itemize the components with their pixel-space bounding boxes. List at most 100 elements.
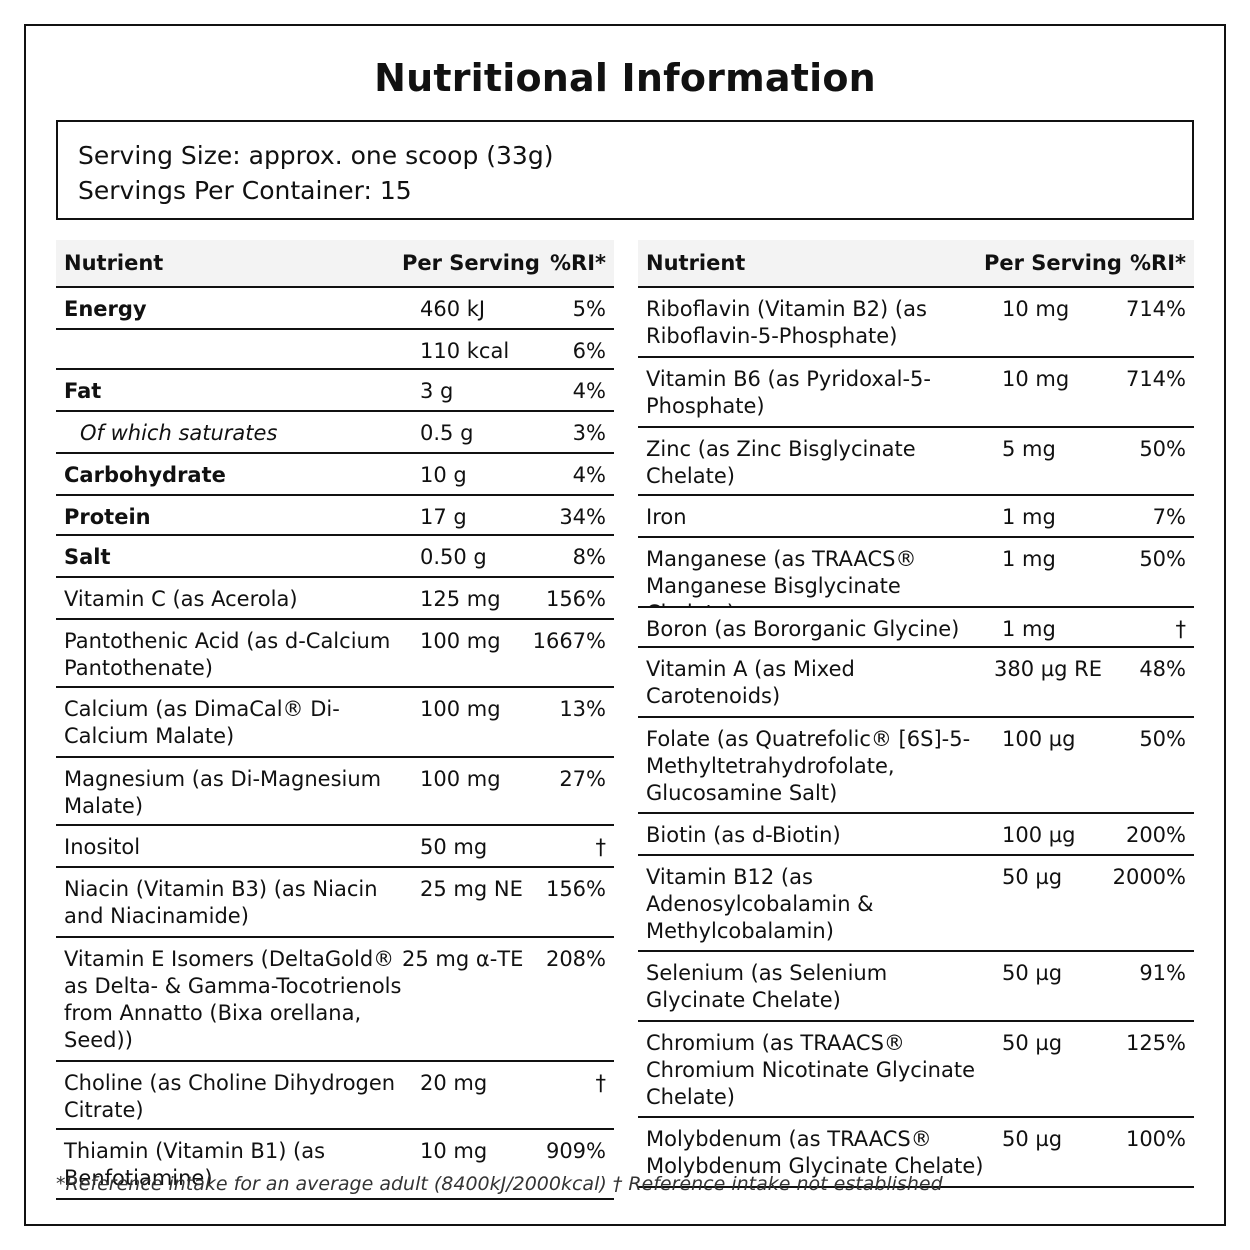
nutrient-ri: 714% [1125,367,1186,391]
table-row: Vitamin B6 (as Pyridoxal-5-Phosphate) 10… [638,358,1194,428]
serving-box: Serving Size: approx. one scoop (33g) Se… [56,120,1194,220]
nutrient-ri: † [595,1071,607,1095]
table-row: Zinc (as Zinc Bisglycinate Chelate) 5 mg… [638,428,1194,496]
table-row: Thiamin (Vitamin B1) (as Benfotiamine) 1… [56,1130,614,1200]
nutrient-per-serving: 100 mg [420,629,501,653]
nutrient-per-serving: 110 kcal [420,339,510,363]
nutrient-name: Manganese (as TRAACS® Manganese Bisglyci… [646,547,917,606]
nutrient-per-serving: 1 mg [1002,547,1056,571]
table-row: Biotin (as d-Biotin) 100 µg 200% [638,814,1194,856]
nutrient-per-serving: 1 mg [1002,617,1056,641]
nutrient-name: Zinc (as Zinc Bisglycinate Chelate) [646,437,916,488]
nutrient-ri: 91% [1139,961,1186,985]
nutrient-per-serving: 10 g [420,463,467,487]
nutrient-ri: 50% [1139,547,1186,571]
table-row: Magnesium (as Di-Magnesium Malate) 100 m… [56,758,614,826]
nutrient-per-serving: 0.5 g [420,421,474,445]
nutrient-per-serving: 10 mg [420,1139,488,1163]
nutrient-ri: 27% [559,767,606,791]
nutrient-per-serving: 460 kJ [420,297,486,321]
nutrient-ri: 5% [572,297,606,321]
nutrient-per-serving: 100 mg [420,697,501,721]
nutrient-name: Biotin (as d-Biotin) [646,823,841,847]
table-row: Molybdenum (as TRAACS® Molybdenum Glycin… [638,1118,1194,1188]
nutrient-name: Vitamin B6 (as Pyridoxal-5-Phosphate) [646,367,931,418]
nutrient-ri: 7% [1152,505,1186,529]
nutrient-name: Vitamin C (as Acerola) [64,587,298,611]
nutrient-ri: 50% [1139,437,1186,461]
nutrient-name: Vitamin E Isomers (DeltaGold® as Delta- … [64,947,402,1052]
table-row: Carbohydrate 10 g 4% [56,454,614,496]
nutrient-name: Selenium (as Selenium Glycinate Chelate) [646,961,888,1012]
nutrient-ri: 714% [1125,297,1186,321]
nutrient-name: Vitamin B12 (as Adenosylcobalamin & Meth… [646,865,874,943]
table-row: Boron (as Bororganic Glycine) 1 mg † [638,608,1194,648]
nutrient-table-right: Nutrient Per Serving %RI* Riboflavin (Vi… [638,240,1194,1188]
nutrient-name: Niacin (Vitamin B3) (as Niacin and Niaci… [64,877,378,928]
nutrient-name: Fat [64,379,102,403]
serving-size: Serving Size: approx. one scoop (33g) [78,141,554,170]
nutrient-ri: † [595,835,607,859]
table-row: Iron 1 mg 7% [638,496,1194,538]
nutrient-name: Protein [64,505,151,529]
table-row: Salt 0.50 g 8% [56,536,614,578]
table-row: Vitamin A (as Mixed Carotenoids) 380 µg … [638,648,1194,718]
nutrient-per-serving: 5 mg [1002,437,1056,461]
nutrient-ri: 4% [572,379,606,403]
table-row: Pantothenic Acid (as d-Calcium Pantothen… [56,620,614,688]
table-row: Riboflavin (Vitamin B2) (as Riboflavin-5… [638,288,1194,358]
table-row: Vitamin E Isomers (DeltaGold® as Delta- … [56,938,614,1062]
nutrient-name: Molybdenum (as TRAACS® Molybdenum Glycin… [646,1127,984,1178]
nutrient-ri: 3% [572,421,606,445]
table-row: Chromium (as TRAACS® Chromium Nicotinate… [638,1022,1194,1118]
nutrient-name: Vitamin A (as Mixed Carotenoids) [646,657,855,708]
nutrient-ri: 8% [572,545,606,569]
nutrient-per-serving: 1 mg [1002,505,1056,529]
nutrient-ri: 1667% [532,629,606,653]
header-ri: %RI* [549,251,606,275]
nutrient-per-serving: 17 g [420,505,467,529]
nutrient-ri: 125% [1125,1031,1186,1055]
table-row: Folate (as Quatrefolic® [6S]-5-Methyltet… [638,718,1194,814]
nutrient-per-serving: 20 mg [420,1071,488,1095]
nutrient-name: Magnesium (as Di-Magnesium Malate) [64,767,382,818]
page-title: Nutritional Information [374,56,876,100]
header-nutrient: Nutrient [646,251,746,275]
nutrient-ri: 156% [545,877,606,901]
nutrient-per-serving: 50 µg [1002,1127,1063,1151]
header-per-serving: Per Serving [402,251,540,275]
table-header: Nutrient Per Serving %RI* [638,240,1194,288]
table-row: Of which saturates 0.5 g 3% [56,412,614,454]
nutrient-ri: 4% [572,463,606,487]
nutrient-per-serving: 10 mg [1002,367,1070,391]
table-row: Vitamin C (as Acerola) 125 mg 156% [56,578,614,620]
nutrient-name: Carbohydrate [64,463,226,487]
nutrient-ri: 13% [559,697,606,721]
nutrient-ri: 50% [1139,727,1186,751]
nutrient-ri: 208% [545,947,606,971]
nutrient-per-serving: 50 µg [1002,865,1063,889]
nutrient-per-serving: 380 µg RE [994,657,1102,681]
nutrient-ri: † [1175,617,1187,641]
nutrient-name: Folate (as Quatrefolic® [6S]-5-Methyltet… [646,727,971,805]
nutrient-per-serving: 25 mg α-TE [402,947,524,971]
nutrient-name: Iron [646,505,687,529]
table-row: Energy 460 kJ 5% [56,288,614,330]
nutrient-ri: 156% [545,587,606,611]
nutrient-name: Salt [64,545,111,569]
nutrient-ri: 34% [559,505,606,529]
nutrient-ri: 48% [1139,657,1186,681]
table-row: Manganese (as TRAACS® Manganese Bisglyci… [638,538,1194,608]
nutrient-per-serving: 0.50 g [420,545,487,569]
table-row: Choline (as Choline Dihydrogen Citrate) … [56,1062,614,1130]
header-nutrient: Nutrient [64,251,164,275]
nutrient-table-left: Nutrient Per Serving %RI* Energy 460 kJ … [56,240,614,1200]
nutrient-name: Inositol [64,835,141,859]
nutrient-per-serving: 25 mg NE [420,877,523,901]
nutrient-per-serving: 50 µg [1002,961,1063,985]
nutrient-name: Of which saturates [80,421,278,445]
nutrient-per-serving: 100 mg [420,767,501,791]
nutrient-name: Pantothenic Acid (as d-Calcium Pantothen… [64,629,391,680]
table-row: Niacin (Vitamin B3) (as Niacin and Niaci… [56,868,614,938]
nutrient-name: Boron (as Bororganic Glycine) [646,617,960,641]
